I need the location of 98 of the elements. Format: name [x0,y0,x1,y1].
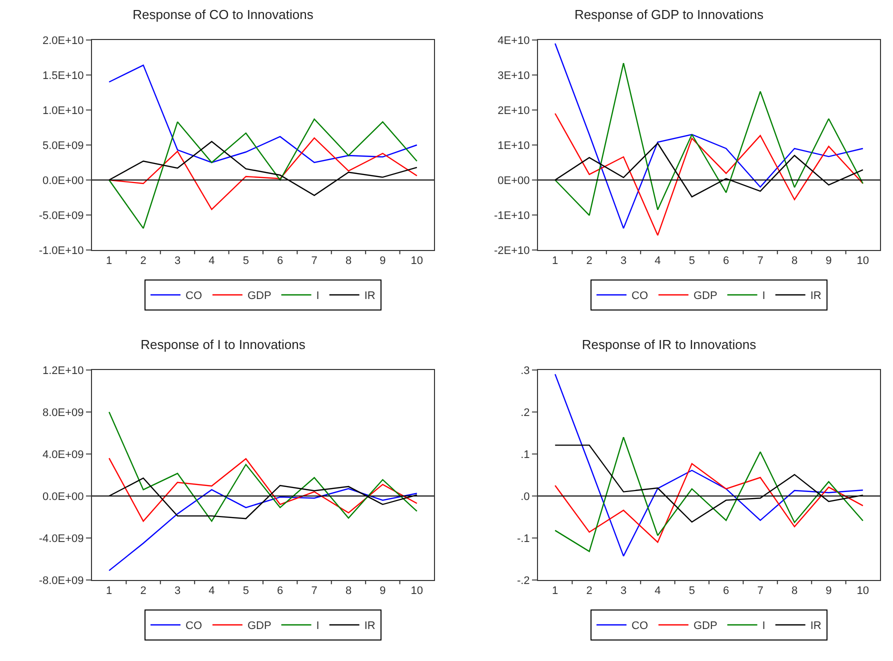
y-tick-label: -1E+10 [494,210,530,222]
chart-title: Response of CO to Innovations [132,7,314,22]
y-tick-label: .0 [520,490,530,503]
x-tick-label: 6 [277,255,284,268]
legend-label: I [762,620,766,632]
x-tick-label: 7 [757,585,764,598]
line-series [554,463,864,543]
y-tick-label: -4.0E+09 [38,532,84,545]
y-tick-label: 1.5E+10 [42,70,84,82]
line-series [554,62,864,216]
x-tick-label: 2 [586,255,592,268]
x-tick-label: 1 [106,585,112,598]
legend-label: CO [186,290,202,302]
x-tick-label: 8 [345,255,352,268]
x-tick-label: 9 [380,255,386,268]
x-tick-label: 2 [140,585,146,598]
x-tick-label: 9 [380,585,386,598]
y-tick-label: .3 [520,364,530,377]
line-series [554,42,864,229]
x-tick-label: 2 [586,585,592,598]
line-series [554,374,864,557]
line-series [108,64,418,164]
x-tick-label: 4 [208,255,215,268]
chart-title: Response of GDP to Innovations [574,7,764,22]
chart-title: Response of I to Innovations [140,337,306,352]
x-tick-label: 4 [654,585,661,598]
x-tick-label: 10 [856,585,870,598]
legend-label: GDP [693,620,718,632]
y-tick-label: -1.0E+10 [38,244,84,257]
y-tick-label: -.2 [516,574,530,587]
x-tick-label: 3 [620,255,627,268]
x-tick-label: 5 [242,585,249,598]
legend-label: IR [364,620,376,632]
x-tick-label: 6 [277,585,284,598]
y-tick-label: 0.0E+00 [42,174,84,187]
y-tick-label: 4E+10 [498,34,530,47]
y-tick-label: 1E+10 [498,140,530,152]
line-series [554,112,864,236]
line-series [108,118,418,229]
x-tick-label: 5 [688,585,695,598]
y-tick-label: .2 [520,406,530,419]
x-tick-label: 5 [688,255,695,268]
x-tick-label: 8 [791,255,798,268]
legend-label: IR [810,290,822,302]
x-tick-label: 4 [208,585,215,598]
y-tick-label: -5.0E+09 [38,210,84,222]
line-series [108,458,418,522]
y-tick-label: -8.0E+09 [38,574,84,587]
x-tick-label: 9 [826,255,832,268]
y-tick-label: 0E+00 [498,174,530,187]
line-series [108,488,418,572]
y-tick-label: 4.0E+09 [42,448,84,461]
legend-label: CO [186,620,202,632]
x-tick-label: 5 [242,255,249,268]
x-tick-label: 1 [106,255,112,268]
legend-label: CO [632,620,648,632]
x-tick-label: 8 [791,585,798,598]
x-tick-label: 3 [620,585,627,598]
y-tick-label: 1.0E+10 [42,104,84,117]
y-tick-label: 1.2E+10 [42,364,84,377]
line-series [108,137,418,210]
x-tick-label: 6 [723,255,730,268]
x-tick-label: 7 [311,585,318,598]
legend-label: IR [810,620,822,632]
y-tick-label: 5.0E+09 [42,140,84,152]
legend-label: I [316,290,320,302]
legend-label: GDP [693,290,718,302]
y-tick-label: .1 [520,448,530,461]
x-tick-label: 7 [757,255,764,268]
legend-label: GDP [247,290,272,302]
x-tick-label: 10 [856,255,870,268]
legend-label: GDP [247,620,272,632]
y-tick-label: 3E+10 [498,70,530,82]
x-tick-label: 3 [174,585,181,598]
x-tick-label: 3 [174,255,181,268]
x-tick-label: 8 [345,585,352,598]
legend-label: I [762,290,766,302]
x-tick-label: 2 [140,255,146,268]
line-series [108,411,418,522]
x-tick-label: 1 [552,255,558,268]
x-tick-label: 6 [723,585,730,598]
chart-title: Response of IR to Innovations [582,337,757,352]
x-tick-label: 10 [410,585,424,598]
x-tick-label: 10 [410,255,424,268]
x-tick-label: 9 [826,585,832,598]
line-series [554,436,864,552]
legend-label: I [316,620,320,632]
y-tick-label: 8.0E+09 [42,406,84,419]
y-tick-label: 0.0E+00 [42,490,84,503]
y-tick-label: 2.0E+10 [42,34,84,47]
legend-label: CO [632,290,648,302]
y-tick-label: 2E+10 [498,104,530,117]
legend-label: IR [364,290,376,302]
y-tick-label: -2E+10 [494,244,530,257]
x-tick-label: 4 [654,255,661,268]
x-tick-label: 7 [311,255,318,268]
y-tick-label: -.1 [516,532,530,545]
x-tick-label: 1 [552,585,558,598]
